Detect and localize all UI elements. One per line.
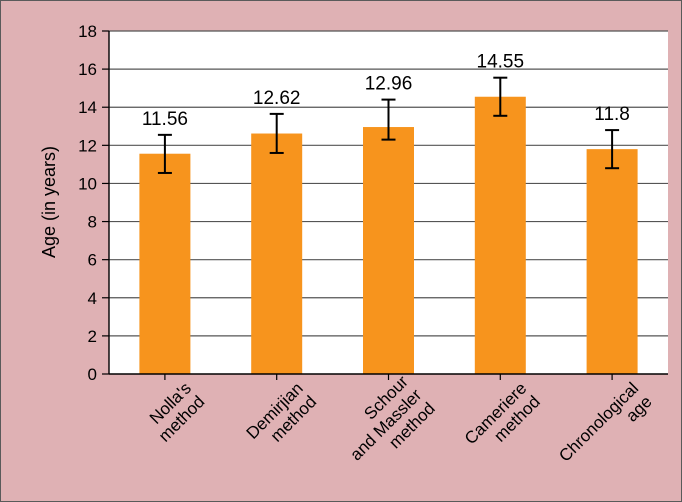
y-tick-label: 0 [88,365,97,384]
y-tick-label: 10 [78,174,97,193]
data-label: 12.62 [253,88,301,109]
category-label: Camerieremethod [461,379,544,462]
y-tick-label: 14 [78,98,97,117]
category-label: Schourand Masslermethod [333,372,439,478]
y-tick-label: 4 [88,289,97,308]
category-label: Nolla'smethod [141,379,208,446]
data-labels: 11.56 12.62 12.96 14.55 11.8 [142,52,630,130]
bar [586,149,638,374]
bar [251,133,303,374]
bar [139,153,191,374]
y-tick-label: 2 [88,327,97,346]
data-label: 11.56 [142,109,188,130]
y-tick-label: 8 [88,213,97,232]
axes: 0 2 4 6 8 10 12 14 16 18 [78,22,668,384]
y-tick-label: 12 [78,136,97,155]
y-tick-label: 6 [88,251,97,270]
bars [139,96,638,374]
bar [363,127,414,374]
y-axis-title: Age (in years) [39,146,59,258]
y-tick-label: 18 [78,22,97,41]
category-labels: Nolla'smethod Demirjianmethod Schourand Ma… [141,372,656,479]
category-label: Chronologicalage [555,379,655,479]
data-label: 11.8 [594,104,630,125]
category-label-line: Chronological [555,379,642,466]
y-tick-label: 16 [78,60,97,79]
error-bars [157,76,620,174]
bar [474,96,526,374]
data-label: 12.96 [365,74,413,95]
data-label: 14.55 [477,52,525,73]
category-label: Demirjianmethod [243,379,321,457]
